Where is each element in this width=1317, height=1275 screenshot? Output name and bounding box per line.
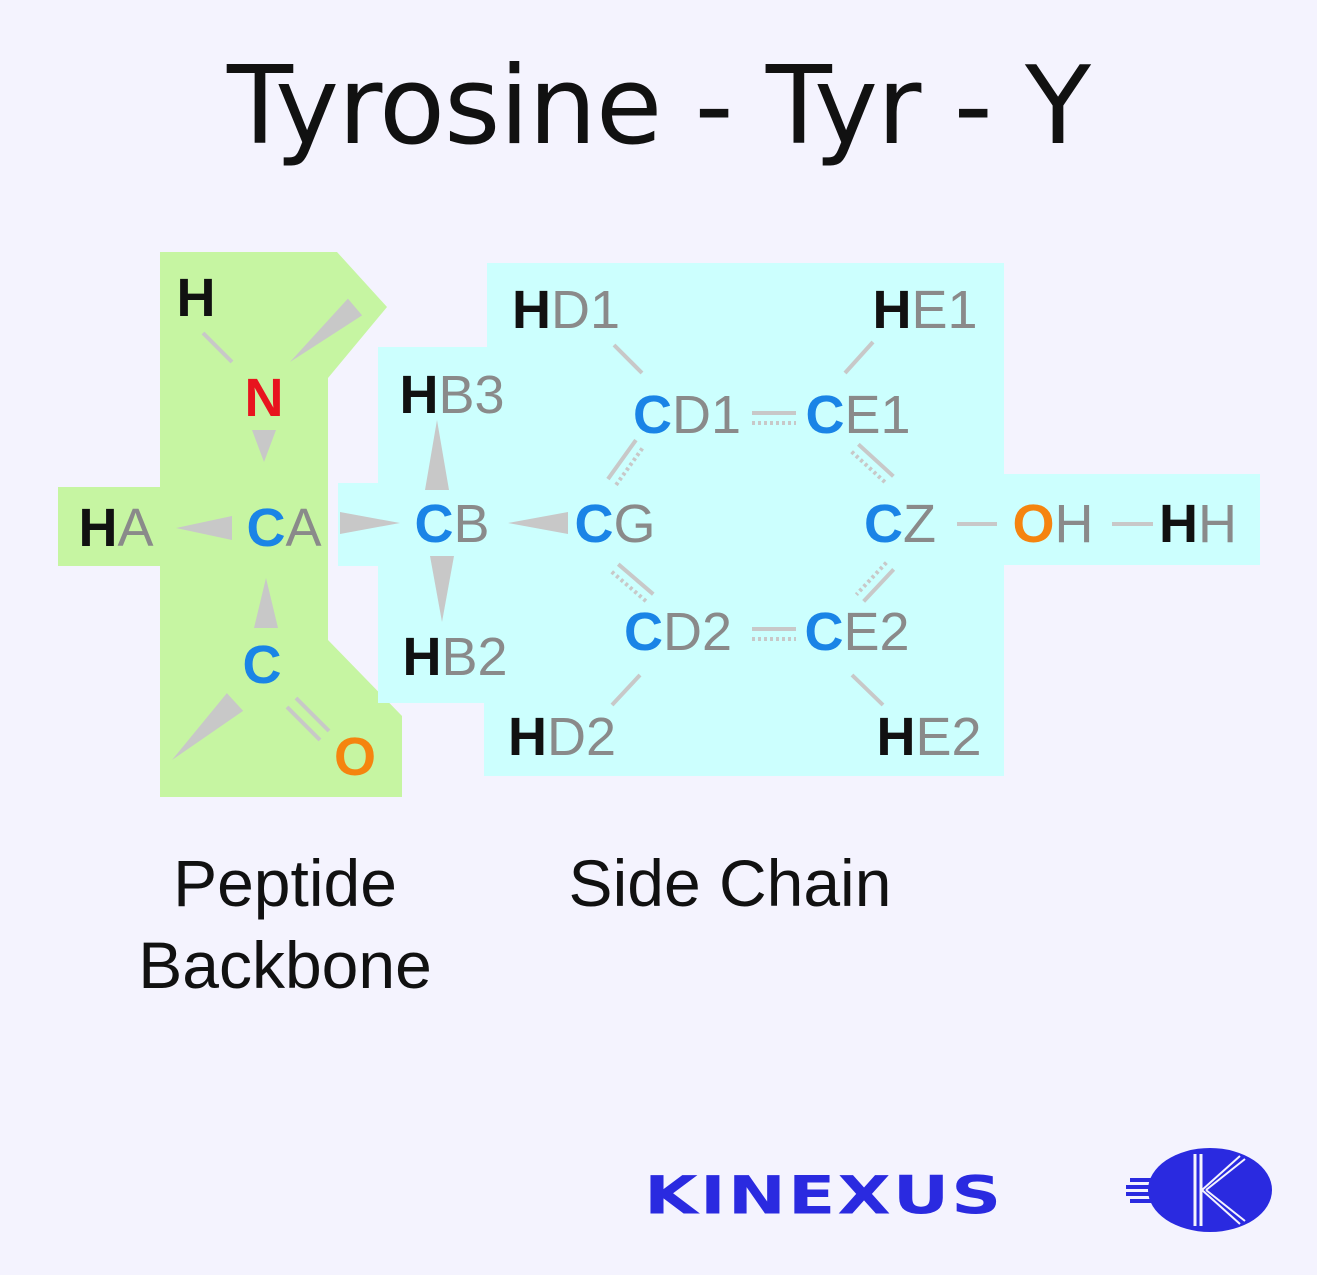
atom-cd2-element: C xyxy=(623,602,663,662)
bond-c-o-1 xyxy=(285,705,322,742)
page-title: Tyrosine - Tyr - Y xyxy=(226,44,1091,169)
atom-c: C xyxy=(243,638,282,692)
bond-ce2-he2 xyxy=(850,673,885,707)
atom-ce2: CE2 xyxy=(804,605,909,659)
atom-ce2-element: C xyxy=(804,602,844,662)
atom-hd1-suffix: D1 xyxy=(550,280,621,340)
atom-oh-element: O xyxy=(1012,494,1055,554)
bond-cz-ce2 xyxy=(854,561,888,596)
atom-h: H xyxy=(177,271,216,325)
atom-ce1: CE1 xyxy=(805,388,910,442)
bond-cg-cd1 xyxy=(614,444,646,487)
atom-hh: HH xyxy=(1159,497,1237,551)
kinexus-logo: KINEXUS xyxy=(644,1148,1272,1232)
atom-ha-element: H xyxy=(78,498,118,558)
atom-c-element: C xyxy=(242,635,282,695)
atom-hh-element: H xyxy=(1159,494,1198,554)
atom-cd1: CD1 xyxy=(633,388,741,442)
atom-h-element: H xyxy=(176,268,216,328)
atom-cd1-element: C xyxy=(632,385,672,445)
bond-cg-cd2 xyxy=(610,570,649,604)
side-chain-region xyxy=(338,263,1260,776)
bond-h-n xyxy=(201,331,234,364)
bond-n-wedge xyxy=(290,298,363,362)
atom-hd2-suffix: D2 xyxy=(546,707,617,767)
bond-hd1-cd1 xyxy=(612,343,644,375)
bond-cd2-hd2 xyxy=(610,673,642,707)
bond-ca-ha xyxy=(176,516,232,540)
bond-ce1-he1 xyxy=(843,340,875,375)
bond-cb-cg xyxy=(508,512,568,534)
atom-hd2-element: H xyxy=(507,707,547,767)
atom-ca: CA xyxy=(246,501,321,555)
atom-cd2-suffix: D2 xyxy=(662,602,733,662)
atom-cz-element: C xyxy=(864,494,903,554)
atom-ce1-suffix: E1 xyxy=(844,385,911,445)
atom-n-element: N xyxy=(244,368,284,428)
atom-hb3: HB3 xyxy=(399,368,504,422)
atom-oh-suffix: H xyxy=(1054,494,1094,554)
bond-c-wedge xyxy=(172,693,244,760)
side-chain-label: Side Chain xyxy=(568,846,892,920)
bond-ca-cb xyxy=(340,512,400,534)
atom-hb2-suffix: B2 xyxy=(441,627,508,687)
atom-he1: HE1 xyxy=(872,283,977,337)
bond-ce1-cz xyxy=(850,450,888,486)
backbone-label-line1: Peptide xyxy=(173,846,397,920)
atom-ca-element: C xyxy=(246,498,286,558)
bond-layer xyxy=(172,298,1153,760)
bond-c-o-2 xyxy=(294,696,331,733)
bond-cg-cd1 xyxy=(606,438,638,481)
atom-hb2: HB2 xyxy=(402,630,507,684)
atom-cz-suffix: Z xyxy=(903,494,936,554)
logo-text: KINEXUS xyxy=(644,1165,1003,1227)
atom-he2-element: H xyxy=(876,707,916,767)
atom-ha: HA xyxy=(78,501,153,555)
backbone-label: Peptide Backbone xyxy=(80,842,490,1006)
atom-he2-suffix: E2 xyxy=(915,707,982,767)
atom-hd1-element: H xyxy=(511,280,551,340)
bond-n-ca xyxy=(252,430,276,462)
atom-hd1: HD1 xyxy=(512,283,620,337)
atom-cb-element: C xyxy=(414,494,454,554)
atom-n: N xyxy=(245,371,284,425)
atom-hb3-suffix: B3 xyxy=(438,365,505,425)
atom-cb: CB xyxy=(414,497,489,551)
atom-ce2-suffix: E2 xyxy=(843,602,910,662)
atom-cg: CG xyxy=(574,497,655,551)
bond-cb-hb2 xyxy=(430,556,454,622)
atom-o-element: O xyxy=(333,727,377,787)
atom-cb-suffix: B xyxy=(453,494,490,554)
atom-he1-suffix: E1 xyxy=(911,280,978,340)
bond-cg-cd2 xyxy=(616,562,655,596)
atom-cz: CZ xyxy=(864,497,936,551)
atom-ca-suffix: A xyxy=(285,498,322,558)
backbone-label-line2: Backbone xyxy=(138,928,432,1002)
atom-cd1-suffix: D1 xyxy=(671,385,742,445)
atom-hb3-element: H xyxy=(399,365,439,425)
atom-oh: OH xyxy=(1012,497,1093,551)
bond-ce1-cz xyxy=(857,442,895,478)
atom-hh-suffix: H xyxy=(1198,494,1237,554)
atom-ce1-element: C xyxy=(805,385,845,445)
bond-cz-ce2 xyxy=(862,568,896,603)
atom-cg-element: C xyxy=(574,494,614,554)
atom-he2: HE2 xyxy=(876,710,981,764)
atom-ha-suffix: A xyxy=(117,498,154,558)
atom-hd2: HD2 xyxy=(508,710,616,764)
bond-ca-c xyxy=(254,578,278,628)
bond-cb-hb3 xyxy=(425,420,449,490)
atom-o: O xyxy=(334,730,376,784)
atom-hb2-element: H xyxy=(402,627,442,687)
atom-cg-suffix: G xyxy=(613,494,656,554)
atom-he1-element: H xyxy=(872,280,912,340)
logo-emblem-icon xyxy=(1126,1148,1272,1232)
atom-cd2: CD2 xyxy=(624,605,732,659)
